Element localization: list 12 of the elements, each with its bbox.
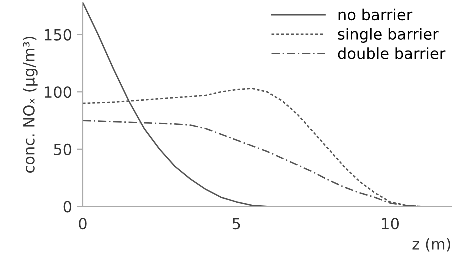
x-axis-title: z (m) [412,238,450,252]
y-axis-title: conc. NOₓ (μg/m³) [23,36,38,173]
x-tick-label: 10 [382,218,400,230]
x-tick-label: 5 [232,218,240,230]
legend-label: single barrier [338,28,439,43]
y-tick-label: 50 [54,144,72,156]
y-tick-label: 100 [45,86,72,98]
x-tick-label: 0 [79,218,87,230]
legend-label: double barrier [338,48,446,60]
legend-label: no barrier [338,8,413,21]
y-tick-label: 0 [64,201,72,213]
y-tick-label: 150 [45,29,72,41]
